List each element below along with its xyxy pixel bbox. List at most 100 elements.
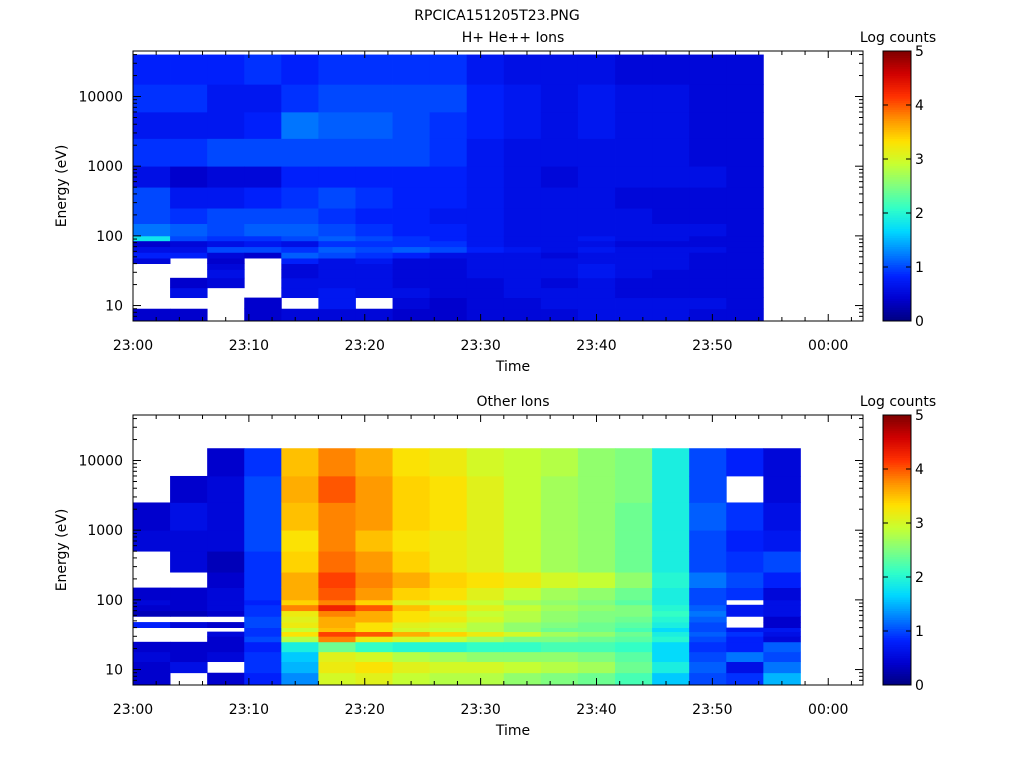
heatmap-cell <box>281 627 319 633</box>
colorbar-segment <box>883 606 911 609</box>
heatmap-cell <box>503 84 542 113</box>
heatmap-cell <box>355 604 393 612</box>
heatmap-cell <box>763 622 801 628</box>
heatmap-cell <box>133 223 171 237</box>
heatmap-cell <box>577 246 616 253</box>
x-tick-label: 23:00 <box>113 338 153 354</box>
colorbar-segment <box>883 426 911 429</box>
colorbar-segment <box>883 208 911 212</box>
heatmap-cell <box>207 111 245 139</box>
colorbar-segment <box>883 84 911 88</box>
x-tick-label: 23:40 <box>576 702 616 718</box>
heatmap-cell <box>392 622 431 628</box>
heatmap-cell <box>503 599 542 606</box>
heatmap-cell <box>207 269 245 279</box>
heatmap-cell <box>763 587 801 601</box>
heatmap-cell <box>392 616 431 623</box>
heatmap-cell <box>615 208 653 224</box>
heatmap-cell <box>318 277 356 289</box>
heatmap-cell <box>689 269 727 279</box>
heatmap-cell <box>503 235 542 242</box>
colorbar-segment <box>883 80 911 83</box>
heatmap-cell <box>503 661 542 674</box>
plot-frame <box>132 414 864 686</box>
heatmap-cell <box>244 616 282 623</box>
x-tick-label: 23:30 <box>460 338 500 354</box>
heatmap-cell <box>429 631 468 637</box>
heatmap-cell <box>355 641 393 653</box>
heatmap-cell <box>170 651 208 663</box>
heatmap-cell <box>615 263 653 270</box>
heatmap-cell <box>615 308 653 322</box>
colorbar-segment <box>883 206 911 209</box>
heatmap-cell <box>318 258 356 264</box>
heatmap-cell <box>503 572 542 588</box>
heatmap-cell <box>577 616 616 623</box>
colorbar-segment <box>883 127 911 131</box>
heatmap-cell <box>133 599 171 606</box>
colorbar-segment <box>883 561 911 564</box>
heatmap-cell <box>466 572 505 588</box>
heatmap-cell <box>577 187 616 209</box>
heatmap-cell <box>652 235 690 242</box>
heatmap-cells <box>133 448 801 686</box>
heatmap-cell <box>429 263 468 270</box>
colorbar-segment <box>883 300 911 304</box>
colorbar-segment <box>883 516 911 519</box>
heatmap-cell <box>503 263 542 270</box>
heatmap-cell <box>503 297 542 310</box>
heatmap-cell <box>540 661 579 674</box>
heatmap-cell <box>689 627 727 633</box>
heatmap-cell <box>763 475 801 503</box>
heatmap-cell <box>392 277 431 289</box>
heatmap-cell <box>577 631 616 637</box>
heatmap-cell <box>355 240 393 248</box>
heatmap-cell <box>540 641 579 653</box>
colorbar-segment <box>883 613 911 616</box>
colorbar-segment <box>883 550 911 553</box>
colorbar-segment <box>883 664 911 668</box>
heatmap-cell <box>133 54 171 85</box>
heatmap-cell <box>652 138 690 167</box>
heatmap-cell <box>726 627 764 633</box>
heatmap-cell <box>615 187 653 209</box>
heatmap-cell <box>392 551 431 573</box>
heatmap-cell <box>355 223 393 237</box>
heatmap-cell <box>429 277 468 289</box>
colorbar-segment <box>883 111 911 115</box>
heatmap-cell <box>726 587 764 601</box>
heatmap-cell <box>577 54 616 85</box>
heatmap-cell <box>392 572 431 588</box>
heatmap-cell <box>429 604 468 612</box>
colorbar-segment <box>883 244 911 248</box>
heatmap-cell <box>355 448 393 477</box>
heatmap-cell <box>577 610 616 617</box>
heatmap-cell <box>466 631 505 637</box>
heatmap-cell <box>615 223 653 237</box>
heatmap-cell <box>318 475 356 503</box>
colorbar-segment <box>883 129 911 133</box>
colorbar-segment <box>883 419 911 423</box>
heatmap-cell <box>207 84 245 113</box>
heatmap-cell <box>689 610 727 617</box>
colorbar-segment <box>883 253 911 257</box>
heatmap-cell <box>244 587 282 601</box>
colorbar-segment <box>883 228 911 232</box>
heatmap-cell <box>207 622 245 628</box>
heatmap-cell <box>466 651 505 663</box>
colorbar-tick-label: 5 <box>915 44 924 60</box>
heatmap-cell <box>170 610 208 617</box>
colorbar-segment <box>883 610 911 614</box>
heatmap-cell <box>318 138 356 167</box>
heatmap-cell <box>281 448 319 477</box>
heatmap-cell <box>726 223 764 237</box>
heatmap-cell <box>429 616 468 623</box>
colorbar-segment <box>883 309 911 313</box>
heatmap-cell <box>540 308 579 322</box>
heatmap-cell <box>355 661 393 674</box>
heatmap-cell <box>689 252 727 259</box>
heatmap-cell <box>466 587 505 601</box>
heatmap-cell <box>392 587 431 601</box>
heatmap-cell <box>652 572 690 588</box>
heatmap-cell <box>540 587 579 601</box>
